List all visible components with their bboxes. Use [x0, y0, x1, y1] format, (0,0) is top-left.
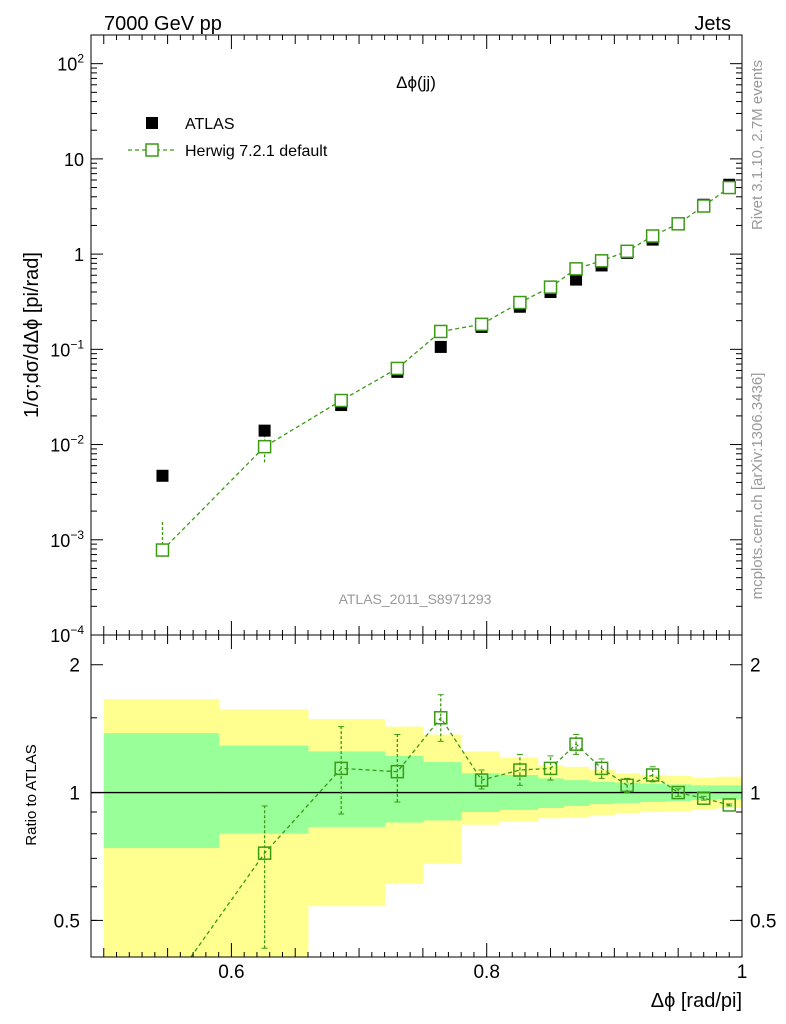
x-tick-label: 0.6: [218, 962, 244, 983]
herwig-marker: [155, 543, 170, 557]
herwig-marker: [474, 317, 489, 332]
ratio-y-tick-label-left: 1: [69, 784, 80, 805]
ratio-herwig-marker: [543, 761, 558, 776]
herwig-marker: [390, 361, 405, 376]
ratio-frame: [90, 634, 743, 958]
herwig-marker: [671, 217, 685, 231]
main-axes: 102 10 1 10−1 10−2 10−3 10−4: [50, 35, 743, 646]
ratio-y-tick-label-left: 2: [69, 656, 80, 677]
x-axis-label: Δϕ [rad/pi]: [651, 990, 742, 1012]
source-label: mcplots.cern.ch [arXiv:1306.3436]: [749, 373, 766, 600]
ratio-herwig-marker: [671, 785, 685, 800]
ratio-herwig-marker: [257, 846, 272, 860]
ratio-marks: [91, 694, 743, 957]
ratio-herwig-marker: [594, 761, 609, 776]
atlas-marker: [156, 469, 169, 482]
main-y-tick-label: 10−2: [50, 433, 84, 456]
herwig-marker: [722, 180, 736, 195]
ratio-herwig-marker: [474, 773, 489, 787]
herwig-marker: [434, 324, 448, 339]
ratio-axes: 2 2 1 1 0.5 0.5 0.6 0.8 1: [54, 635, 776, 983]
legend-atlas-marker: [146, 117, 158, 129]
collision-label: 7000 GeV pp: [104, 13, 222, 35]
herwig-marker: [696, 199, 711, 213]
ratio-y-tick-label-right: 0.5: [750, 911, 776, 932]
main-plot: 102 10 1 10−1 10−2 10−3 10−4 Δϕ(jj) ATLAS_2011…: [21, 34, 743, 646]
process-label: Jets: [694, 13, 731, 35]
main-y-tick-label: 10−3: [50, 528, 84, 551]
legend-atlas-label: ATLAS: [185, 116, 235, 133]
main-y-tick-label: 102: [57, 52, 84, 75]
ratio-herwig-marker: [569, 737, 583, 751]
ratio-herwig-marker: [645, 768, 660, 782]
x-tick-label: 1: [737, 962, 748, 983]
main-title: Δϕ(jj): [396, 73, 436, 92]
herwig-marker: [513, 295, 527, 310]
main-y-tick-label: 10−1: [50, 337, 84, 360]
ratio-herwig-marker: [434, 711, 448, 725]
atlas-marker: [434, 340, 447, 353]
herwig-marker: [620, 244, 634, 259]
stat-band-green: [103, 733, 220, 849]
atlas-marker: [570, 273, 583, 286]
stat-band-green: [218, 745, 309, 834]
herwig-marker: [645, 229, 660, 243]
ratio-y-tick-label-right: 2: [750, 656, 761, 677]
main-y-axis-label: 1/σ;dσ/dΔϕ [pi/rad]: [21, 252, 43, 418]
main-y-tick-label: 10: [64, 150, 84, 170]
herwig-marker: [594, 254, 609, 268]
herwig-marker: [334, 393, 348, 408]
ratio-y-tick-label-left: 0.5: [54, 911, 80, 932]
ratio-y-tick-label-right: 1: [750, 784, 761, 805]
ratio-herwig-marker: [390, 764, 405, 779]
herwig-marker: [543, 280, 558, 294]
main-y-tick-label: 1: [74, 245, 84, 265]
x-tick-label: 0.8: [473, 962, 499, 983]
ratio-y-axis-label: Ratio to ATLAS: [23, 744, 40, 845]
legend-herwig-marker: [145, 143, 159, 157]
ratio-herwig-marker: [696, 791, 711, 805]
ratio-herwig-marker: [620, 778, 634, 793]
analysis-watermark: ATLAS_2011_S8971293: [339, 591, 492, 607]
ratio-herwig-marker: [334, 761, 348, 776]
stat-band-green: [422, 762, 462, 821]
herwig-marker: [569, 262, 583, 276]
legend: ATLAS Herwig 7.2.1 default: [128, 116, 328, 160]
legend-herwig-label: Herwig 7.2.1 default: [185, 143, 328, 160]
main-marks: [155, 178, 736, 557]
ratio-herwig-marker: [722, 798, 736, 812]
herwig-line: [162, 187, 730, 551]
rivet-version-label: Rivet 3.1.10, 2.7M events: [749, 60, 766, 230]
ratio-herwig-line: [190, 716, 730, 957]
ratio-plot: 2 2 1 1 0.5 0.5 0.6 0.8 1 Ratio to ATLAS Δϕ [rad…: [23, 634, 776, 1012]
ratio-herwig-marker: [513, 763, 527, 777]
herwig-marker: [257, 439, 272, 454]
main-y-tick-label: 10−4: [50, 623, 84, 646]
atlas-marker: [258, 424, 271, 437]
